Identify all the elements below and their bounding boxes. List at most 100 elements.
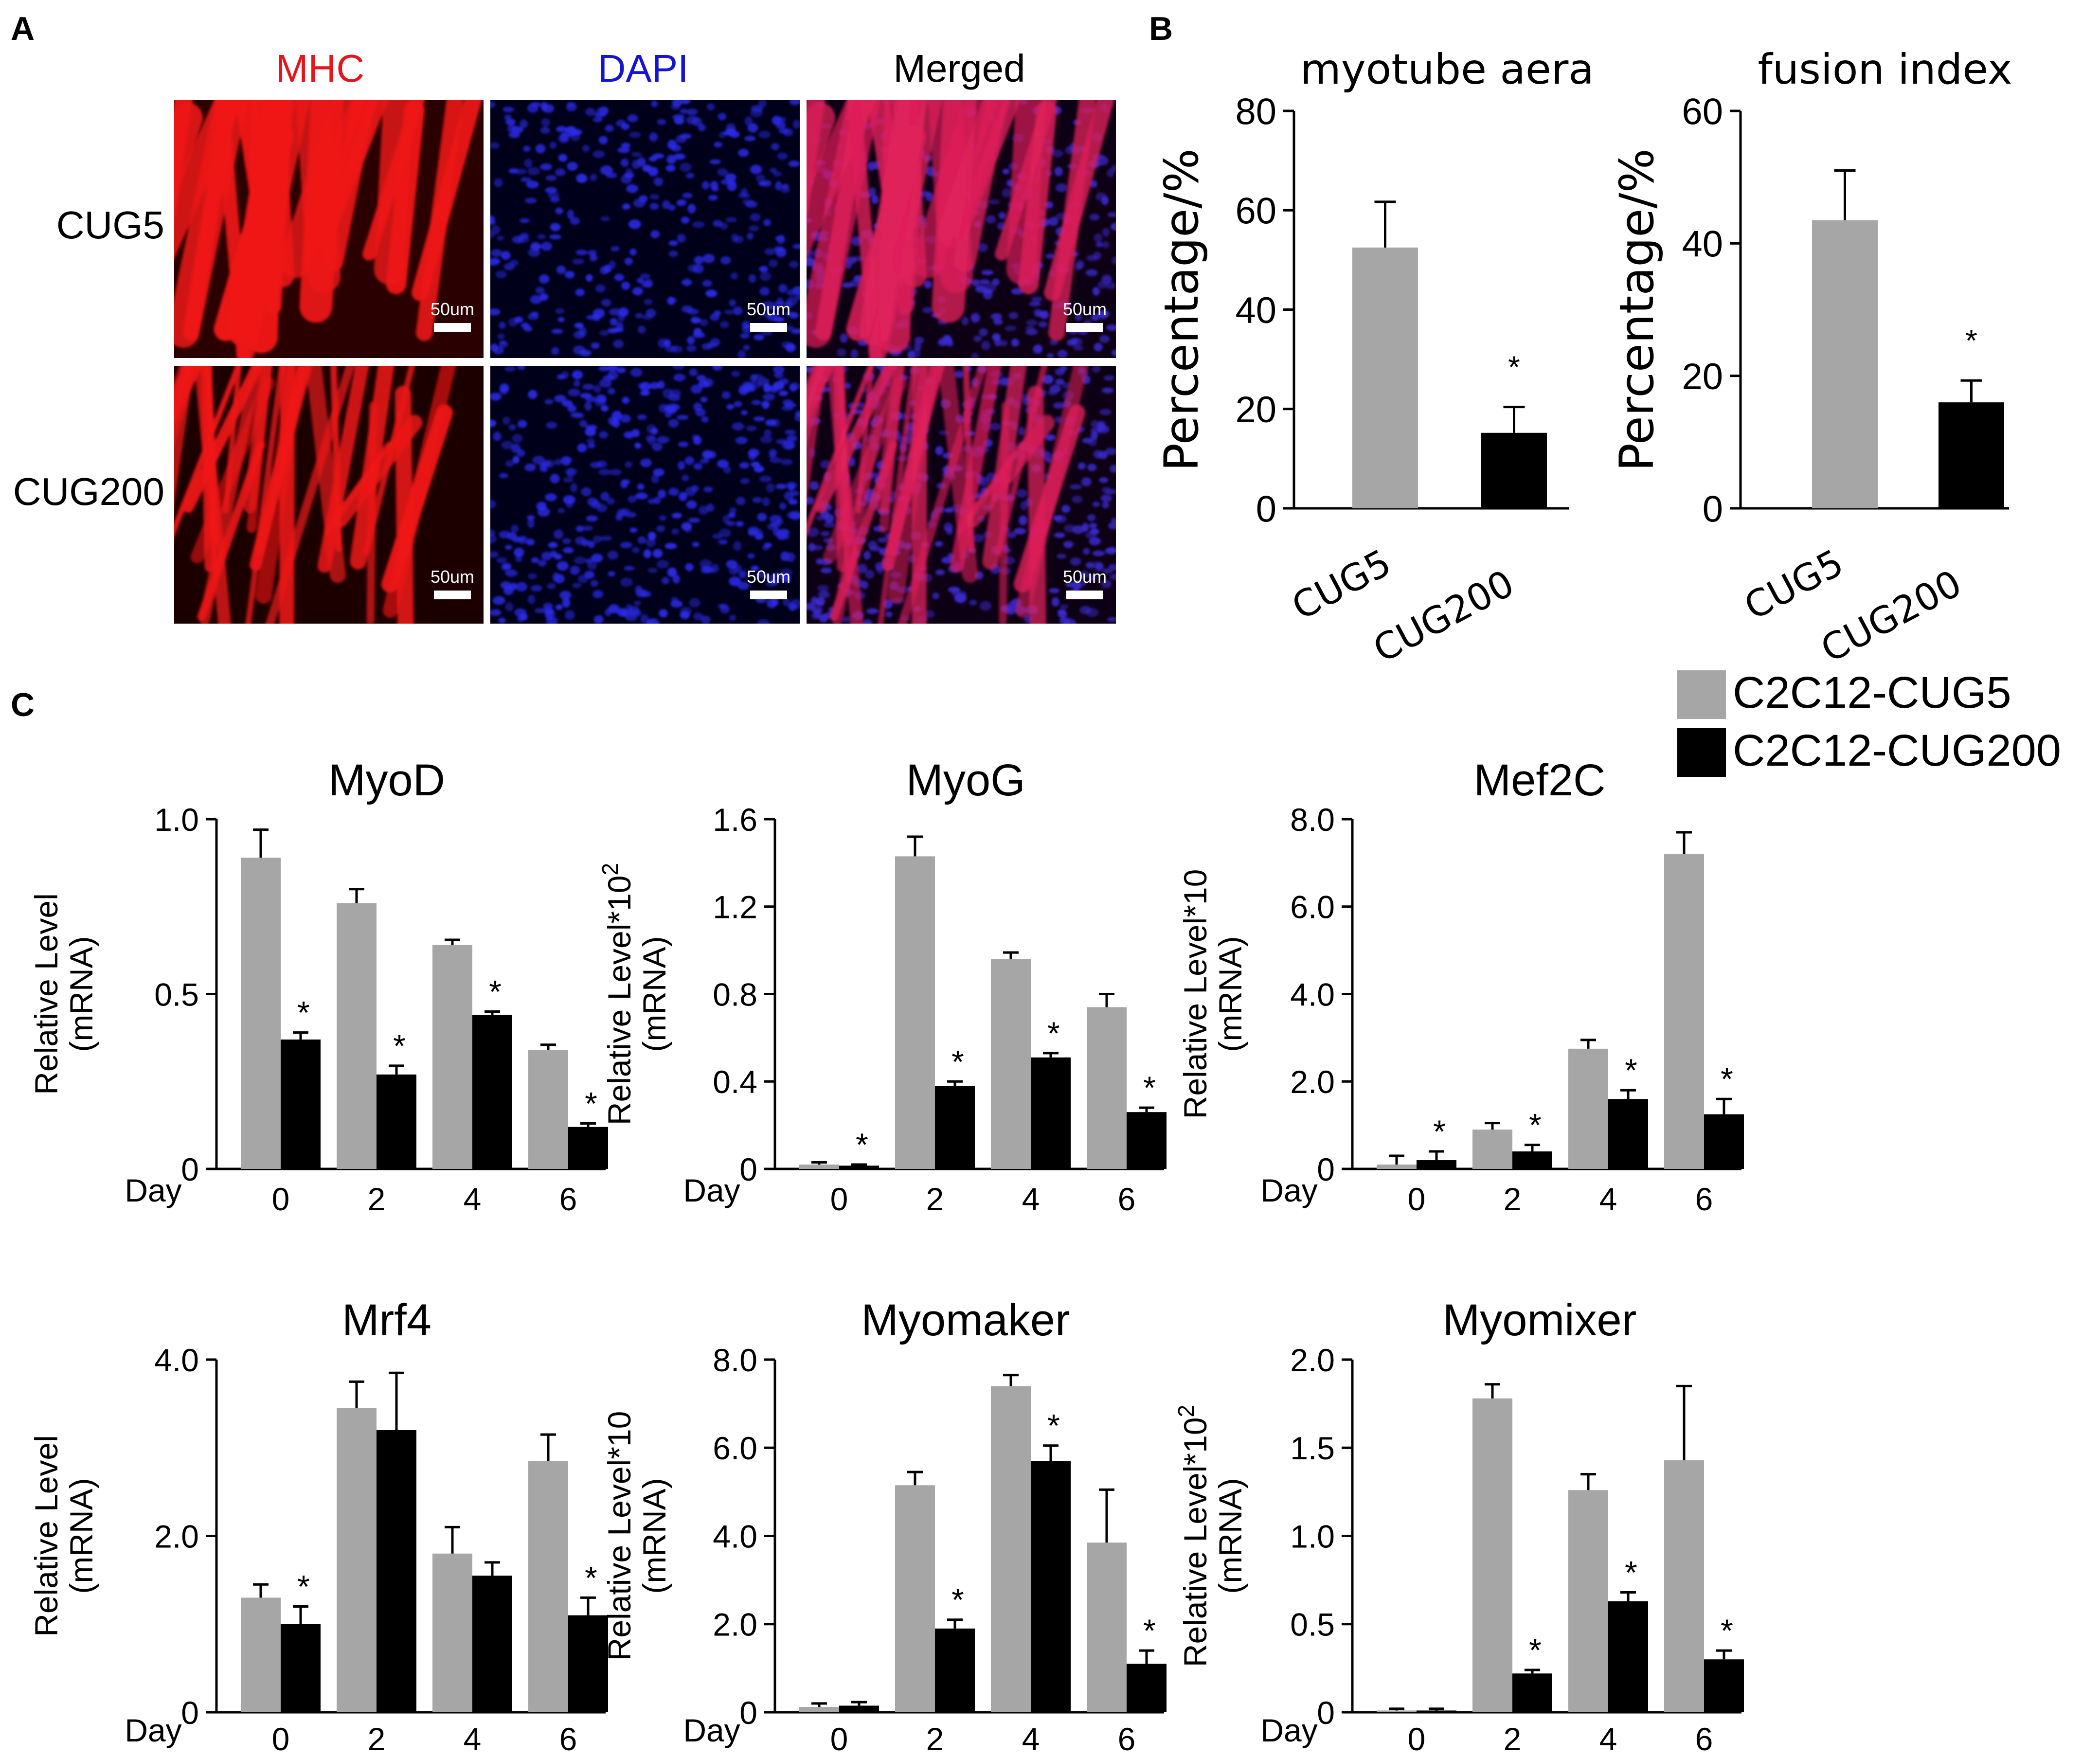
- scale-bar: [750, 323, 787, 332]
- panel-c-chart-myomaker-bar-day2-cug200: [935, 1628, 975, 1712]
- panel-c-chart-mef2c-ylabel-unit: (mRNA): [1212, 936, 1248, 1052]
- panel-c-chart-mef2c-significance: *: [1625, 1052, 1637, 1088]
- panel-c-chart-myod-bar-day0-cug200: [281, 1039, 321, 1169]
- panel-c-chart-myod-x-tick-label: 4: [464, 1181, 482, 1217]
- panel-c-chart-myomixer-ylabel: Relative Level*102: [1173, 1405, 1213, 1667]
- panel-b-chart-1-category-label: CUG5: [1285, 541, 1398, 628]
- panel-c-chart-mef2c-title: Mef2C: [1474, 755, 1606, 805]
- panel-c-chart-myomixer-title: Myomixer: [1443, 1295, 1637, 1345]
- micrograph-dapi-cug5: 50um: [490, 100, 800, 358]
- panel-c-chart-myomaker-x-tick-label: 4: [1022, 1721, 1040, 1757]
- panel-c-chart-myod-x-tick-label: 2: [368, 1181, 386, 1217]
- panel-c-chart-mef2c-y-tick-label: 6.0: [1290, 889, 1335, 925]
- panel-c-chart-myomixer-bar-day0-cug200: [1417, 1710, 1456, 1712]
- panel-c-chart-mef2c-ylabel: Relative Level*10: [1177, 869, 1213, 1119]
- panel-c-chart-myomaker-y-tick-label: 2.0: [713, 1607, 757, 1643]
- legend: C2C12-CUG5 C2C12-CUG200: [1677, 668, 2061, 777]
- scale-bar: [1066, 591, 1103, 599]
- panel-b-charts: myotube aera Percentage/% 0 20 40 60 80 CUG5 * CU…: [1154, 45, 2012, 671]
- panel-c-chart-myomaker-title: Myomaker: [861, 1295, 1070, 1345]
- panel-c-chart-mrf4-bar-day0-cug200: [281, 1624, 321, 1712]
- panel-c-chart-myomixer-significance: *: [1721, 1613, 1733, 1649]
- panel-b-chart-1-y-tick-label: 80: [1235, 91, 1276, 132]
- scale-bar-label: 50um: [747, 567, 790, 587]
- panel-c-chart-mrf4-bar-day4-cug5: [432, 1553, 472, 1712]
- panel-b-chart-2-y-tick-label: 0: [1703, 488, 1723, 530]
- panel-c-chart-myomixer-ylabel-exponent: 2: [1173, 1405, 1199, 1417]
- panel-c-chart-myomaker-bar-day4-cug5: [991, 1386, 1031, 1712]
- panel-c-chart-mrf4-bar-day2-cug200: [377, 1430, 416, 1712]
- panel-c-chart-myod-significance: *: [489, 973, 502, 1009]
- panel-c-chart-myomaker-x-tick-label: 6: [1118, 1721, 1136, 1757]
- panel-c-chart-mef2c-y-tick-label: 8.0: [1290, 802, 1335, 838]
- panel-b-chart-1-ylabel: Percentage/%: [1154, 148, 1209, 471]
- panel-c-chart-mef2c: Mef2C Relative Level*10(mRNA) 0 2.0 4.0 6.0 8.…: [1177, 755, 1744, 1217]
- panel-c-chart-myod-bar-day4-cug5: [432, 945, 472, 1169]
- panel-b-chart-2-title: fusion index: [1758, 45, 2012, 94]
- panel-c-chart-myog-bar-day2-cug200: [935, 1086, 975, 1169]
- panel-c-chart-myomaker-y-tick-label: 6.0: [713, 1430, 757, 1466]
- panel-c-chart-mef2c-y-tick-label: 2.0: [1290, 1064, 1335, 1100]
- panel-c-chart-myomaker-ylabel-unit: (mRNA): [636, 1478, 672, 1594]
- panel-c-chart-mrf4-ylabel: Relative Level: [28, 1435, 64, 1637]
- panel-c-chart-myog-bar-day6-cug5: [1087, 1007, 1127, 1169]
- panel-b-chart-2-significance: *: [1965, 323, 1977, 358]
- panel-b-chart-1-title: myotube aera: [1300, 45, 1594, 94]
- panel-c-chart-myog-bar-day6-cug200: [1127, 1112, 1167, 1169]
- panel-b-chart-1-y-tick-label: 60: [1235, 191, 1276, 232]
- panel-b-chart-1-bar-cug5: [1352, 247, 1418, 508]
- panel-c-chart-myomixer-y-tick-label: 1.5: [1290, 1430, 1335, 1466]
- panel-c-chart-mef2c-bar-day6-cug200: [1704, 1114, 1744, 1169]
- panel-c-chart-myomaker-x-prefix: Day: [683, 1712, 740, 1748]
- panel-c-chart-myomaker-bar-day4-cug200: [1031, 1461, 1071, 1712]
- panel-c-chart-myomixer-bar-day6-cug5: [1664, 1460, 1704, 1712]
- panel-c-chart-mrf4-bar-day4-cug200: [472, 1576, 512, 1712]
- column-label-dapi: DAPI: [598, 47, 689, 90]
- panel-c-chart-mrf4-ylabel-unit: (mRNA): [63, 1478, 99, 1594]
- panel-c-chart-myod-y-tick-label: 1.0: [154, 802, 199, 838]
- scale-bar-label: 50um: [431, 299, 474, 319]
- panel-b-chart-2-category-label: CUG5: [1737, 541, 1850, 628]
- panel-b-chart-1-significance: *: [1508, 350, 1520, 385]
- panel-c-chart-mef2c-bar-day2-cug5: [1472, 1130, 1512, 1169]
- legend-swatch-cug5: [1677, 670, 1726, 719]
- legend-label-cug200: C2C12-CUG200: [1733, 726, 2061, 775]
- panel-c-chart-myod-y-tick-label: 0.5: [154, 976, 199, 1012]
- panel-c-chart-mef2c-x-tick-label: 2: [1504, 1181, 1522, 1217]
- panel-c-chart-myod-bar-day0-cug5: [241, 858, 281, 1169]
- panel-c-chart-myomixer-bar-day2-cug5: [1472, 1398, 1512, 1712]
- panel-c-chart-myod: MyoD Relative Level(mRNA) 0 0.5 1.0 Day * 0 * 2 * 4…: [28, 755, 608, 1217]
- panel-c-chart-mrf4-x-tick-label: 4: [464, 1721, 482, 1757]
- scale-bar: [750, 591, 787, 599]
- panel-c-chart-myod-y-tick-label: 0: [181, 1151, 199, 1187]
- panel-c-chart-myomixer-x-tick-label: 4: [1599, 1721, 1617, 1757]
- panel-c-chart-mef2c-x-tick-label: 4: [1599, 1181, 1617, 1217]
- panel-c-chart-myod-bar-day2-cug200: [377, 1074, 416, 1169]
- scale-bar: [434, 323, 471, 332]
- panel-b-chart-1-y-tick-label: 0: [1256, 488, 1276, 530]
- panel-c-chart-myomixer-bar-day4-cug200: [1608, 1601, 1648, 1712]
- panel-c-chart-myod-x-tick-label: 6: [559, 1181, 577, 1217]
- panel-c-chart-myog-significance: *: [1047, 1015, 1060, 1051]
- panel-c-chart-myod-x-tick-label: 0: [272, 1181, 290, 1217]
- panel-c-chart-mef2c-x-prefix: Day: [1260, 1172, 1317, 1208]
- scale-bar: [1066, 323, 1103, 332]
- panel-c-chart-myod-title: MyoD: [328, 755, 445, 805]
- panel-b-chart-1-bar-cug200: [1481, 432, 1547, 508]
- panel-c-chart-mef2c-bar-day6-cug5: [1664, 854, 1704, 1169]
- panel-c-chart-myomixer-bar-day6-cug200: [1704, 1659, 1744, 1712]
- panel-c-chart-mef2c-bar-day4-cug200: [1608, 1099, 1648, 1169]
- panel-c-chart-myog-y-tick-label: 1.6: [713, 802, 757, 838]
- panel-c-chart-myomixer-bar-day4-cug5: [1568, 1490, 1608, 1712]
- panel-letter-a: A: [11, 10, 35, 47]
- panel-c-chart-mrf4-bar-day2-cug5: [337, 1408, 377, 1712]
- panel-c-chart-myod-bar-day6-cug200: [568, 1127, 608, 1169]
- panel-c-chart-myog-bar-day2-cug5: [895, 856, 935, 1169]
- panel-c-chart-myomaker-bar-day6-cug5: [1087, 1543, 1127, 1712]
- panel-c-chart-myog-bar-day0-cug5: [799, 1165, 839, 1169]
- micrograph-mhc-cug200: 50um: [174, 366, 484, 624]
- panel-c-chart-mef2c-significance: *: [1433, 1113, 1446, 1149]
- scale-bar-label: 50um: [1063, 299, 1107, 319]
- panel-c-chart-myod-bar-day4-cug200: [472, 1015, 512, 1169]
